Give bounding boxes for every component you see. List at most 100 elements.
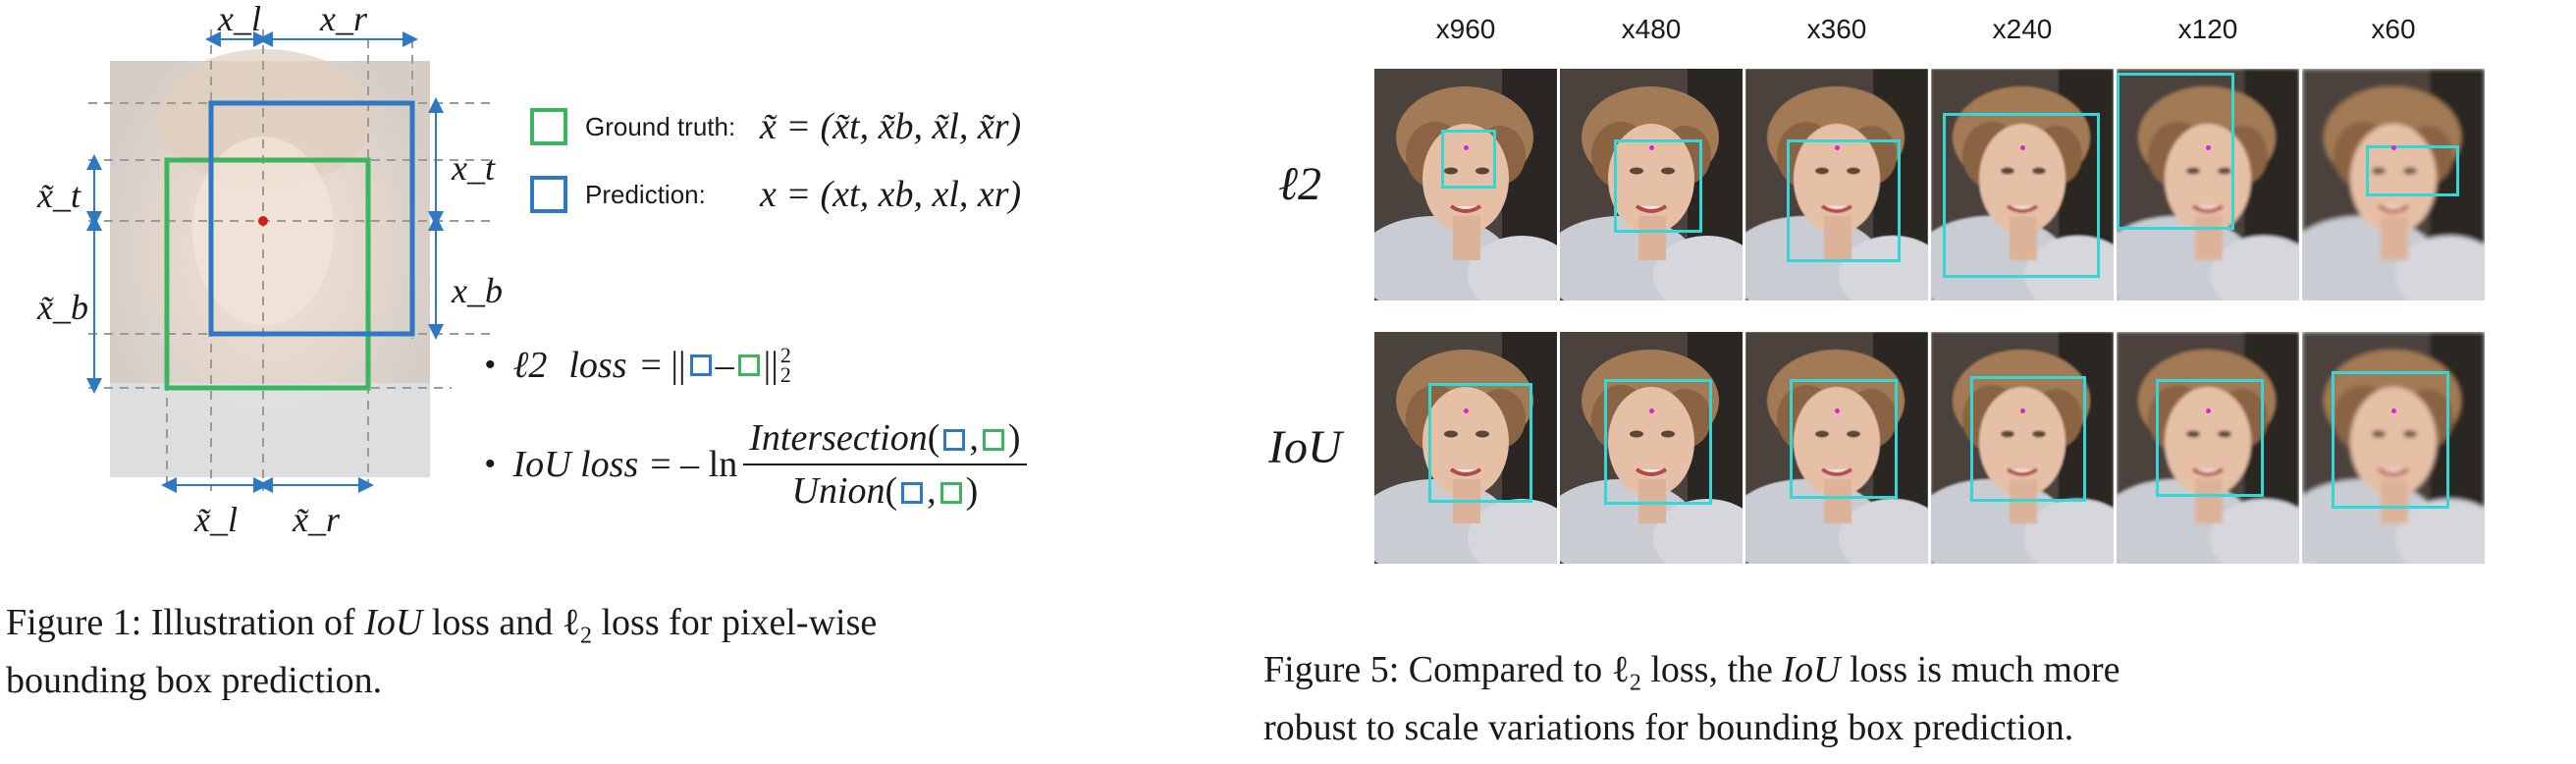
column-label-x960: x960 — [1435, 14, 1496, 44]
iou-loss-formula: • IoU loss = – ln Intersection(,) Union(… — [485, 416, 1027, 513]
legend-formula: x̃ = (x̃t, x̃b, x̃l, x̃r) — [760, 106, 1022, 147]
iou-loss-label: IoU loss — [512, 444, 639, 485]
caption-mid: loss, the — [1640, 649, 1783, 690]
l2-minus: – — [715, 345, 734, 386]
predicted-bbox — [2366, 145, 2459, 196]
predicted-bbox — [1614, 139, 1702, 233]
iou-numerator: Intersection(,) — [743, 416, 1027, 465]
predicted-bbox — [2156, 379, 2264, 497]
caption-prefix: Figure 1: Illustration of — [6, 602, 365, 643]
caption-rest: loss for pixel-wise — [592, 602, 878, 643]
figure-5-caption: Figure 5: Compared to ℓ2 loss, the IoU l… — [1263, 648, 2569, 750]
caption-line-2: robust to scale variations for bounding … — [1263, 706, 2074, 748]
blue-square-icon — [943, 428, 966, 451]
center-dot — [1464, 145, 1469, 150]
intersection-word: Intersection — [749, 417, 928, 459]
row-label-iou: IoU — [1268, 421, 1342, 473]
figure-1: x_l x_r x_t x_b x̃_t x̃_b x̃_l x̃_r Grou… — [0, 0, 1178, 550]
l2-loss-formula: • ℓ2 loss = || – || 2 2 — [485, 344, 791, 387]
center-dot — [2020, 409, 2025, 413]
predicted-bbox — [1943, 113, 2100, 278]
predicted-bbox — [1441, 130, 1496, 189]
green-square-icon — [737, 355, 760, 376]
l2-tail: || — [763, 345, 778, 386]
face-tile-l2-x120 — [2117, 69, 2299, 300]
iou-denominator: Union(,) — [791, 470, 979, 512]
iou-eq: = – ln — [650, 444, 738, 485]
l2-sup: 2 — [779, 343, 791, 367]
bullet: • — [485, 448, 496, 480]
legend-formula: x = (xt, xb, xl, xr) — [760, 174, 1022, 215]
center-point — [258, 216, 268, 226]
legend-label: Ground truth: — [585, 111, 736, 141]
legend-ground-truth: Ground truth: x̃ = (x̃t, x̃b, x̃l, x̃r) — [530, 105, 1021, 148]
face-tile-iou-x480 — [1560, 332, 1743, 564]
ground-truth-box — [164, 157, 371, 391]
label-x-b: x_b — [452, 271, 503, 310]
bbox-diagram — [86, 29, 491, 493]
caption-line-2: bounding box prediction. — [6, 659, 383, 701]
l2-sub: 2 — [779, 362, 791, 387]
ground-truth-swatch — [530, 108, 567, 145]
face-tile-l2-x60 — [2302, 69, 2485, 300]
bullet: • — [485, 349, 496, 381]
face-tile-iou-x360 — [1745, 332, 1928, 564]
row-label-l2: ℓ2 — [1278, 158, 1321, 210]
caption-iou: IoU — [1782, 649, 1841, 690]
face-tile-l2-x480 — [1560, 69, 1743, 300]
l2-eq: = || — [640, 345, 686, 386]
label-gt-t: x̃_t — [37, 176, 80, 215]
figure-1-caption: Figure 1: Illustration of IoU loss and ℓ… — [6, 601, 1213, 703]
caption-sub: 2 — [1629, 670, 1641, 696]
green-square-icon — [939, 481, 962, 504]
center-dot — [1649, 409, 1654, 413]
label-x-r: x_r — [320, 0, 367, 38]
center-dot — [2020, 145, 2025, 150]
center-dot — [2206, 409, 2211, 413]
predicted-bbox — [1790, 379, 1898, 499]
green-square-icon — [982, 428, 1004, 451]
column-label-x480: x480 — [1621, 14, 1682, 44]
legend-label: Prediction: — [585, 179, 706, 209]
label-gt-r: x̃_r — [293, 500, 340, 539]
label-gt-l: x̃_l — [194, 500, 238, 539]
caption-prefix: Figure 5: Compared to ℓ — [1263, 649, 1630, 690]
l2-word: loss — [568, 345, 627, 386]
caption-iou: IoU — [364, 602, 423, 643]
predicted-bbox — [2332, 371, 2449, 509]
caption-mid: loss and ℓ — [422, 602, 580, 643]
face-tile-iou-x240 — [1931, 332, 2114, 564]
predicted-bbox — [2117, 73, 2234, 230]
predicted-bbox — [1970, 376, 2086, 502]
column-label-x240: x240 — [1992, 14, 2053, 44]
predicted-bbox — [1787, 139, 1901, 262]
center-dot — [2206, 145, 2211, 150]
predicted-bbox — [1428, 383, 1532, 503]
center-dot — [1835, 409, 1840, 413]
face-tile-l2-x240 — [1931, 69, 2114, 300]
face-tile-l2-x960 — [1374, 69, 1557, 300]
center-dot — [1464, 409, 1469, 413]
face-tile-iou-x960 — [1374, 332, 1557, 564]
center-dot — [2391, 145, 2396, 150]
iou-fraction: Intersection(,) Union(,) — [743, 416, 1027, 513]
blue-square-icon — [689, 355, 712, 376]
column-label-x120: x120 — [2177, 14, 2238, 44]
center-dot — [1835, 145, 1840, 150]
column-label-x60: x60 — [2371, 14, 2416, 44]
union-word: Union — [791, 470, 886, 512]
predicted-bbox — [1604, 379, 1712, 505]
face-tile-iou-x60 — [2302, 332, 2485, 564]
l2-symbol: ℓ2 — [512, 345, 548, 386]
label-x-l: x_l — [218, 0, 261, 38]
label-x-t: x_t — [452, 148, 495, 188]
caption-sub: 2 — [580, 623, 592, 649]
caption-rest: loss is much more — [1840, 649, 2120, 690]
prediction-swatch — [530, 176, 567, 213]
prediction-box — [208, 100, 415, 337]
center-dot — [1649, 145, 1654, 150]
column-label-x360: x360 — [1806, 14, 1867, 44]
center-dot — [2391, 409, 2396, 413]
face-tile-iou-x120 — [2117, 332, 2299, 564]
